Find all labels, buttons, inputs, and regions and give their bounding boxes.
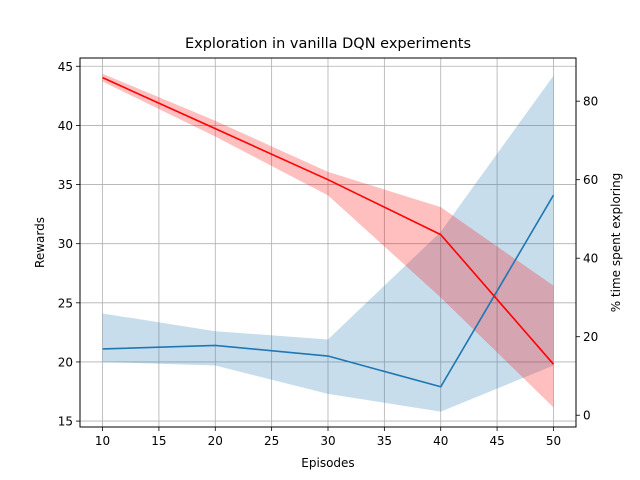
y-left-tick-label: 15 [58,415,73,429]
y-right-tick-label: 20 [583,330,598,344]
y-axis-left-label: Rewards [33,217,47,268]
grid-lines [80,58,576,427]
chart-title: Exploration in vanilla DQN experiments [185,36,471,52]
x-tick-label: 50 [546,434,561,448]
x-tick-label: 30 [320,434,335,448]
x-tick-label: 10 [95,434,110,448]
x-tick-label: 45 [489,434,504,448]
x-tick-label: 15 [151,434,166,448]
series-line-left [102,194,555,388]
y-right-tick-label: 60 [583,173,598,187]
series-line-right [102,76,555,365]
y-right-tick-label: 80 [583,95,598,109]
y-left-tick-label: 45 [58,60,73,74]
x-tick-label: 20 [208,434,223,448]
x-axis-label: Episodes [301,456,354,470]
y-left-tick-label: 20 [58,355,73,369]
confidence-band-right [102,73,554,408]
y-left-tick-label: 35 [58,178,73,192]
ticks: 10 15 20 25 30 35 40 45 50 15 20 25 30 35 40 45 0 20 40 60 8… [58,60,599,448]
confidence-band-left [102,75,554,412]
y-left-tick-label: 25 [58,296,73,310]
x-tick-label: 40 [433,434,448,448]
y-left-tick-label: 40 [58,119,73,133]
confidence-bands [102,73,554,412]
y-right-tick-label: 40 [583,252,598,266]
x-tick-label: 25 [264,434,279,448]
series-lines [102,76,555,388]
y-right-tick-label: 0 [583,409,591,423]
x-tick-label: 35 [377,434,392,448]
y-left-tick-label: 30 [58,237,73,251]
y-axis-right-label: % time spent exploring [609,173,623,313]
